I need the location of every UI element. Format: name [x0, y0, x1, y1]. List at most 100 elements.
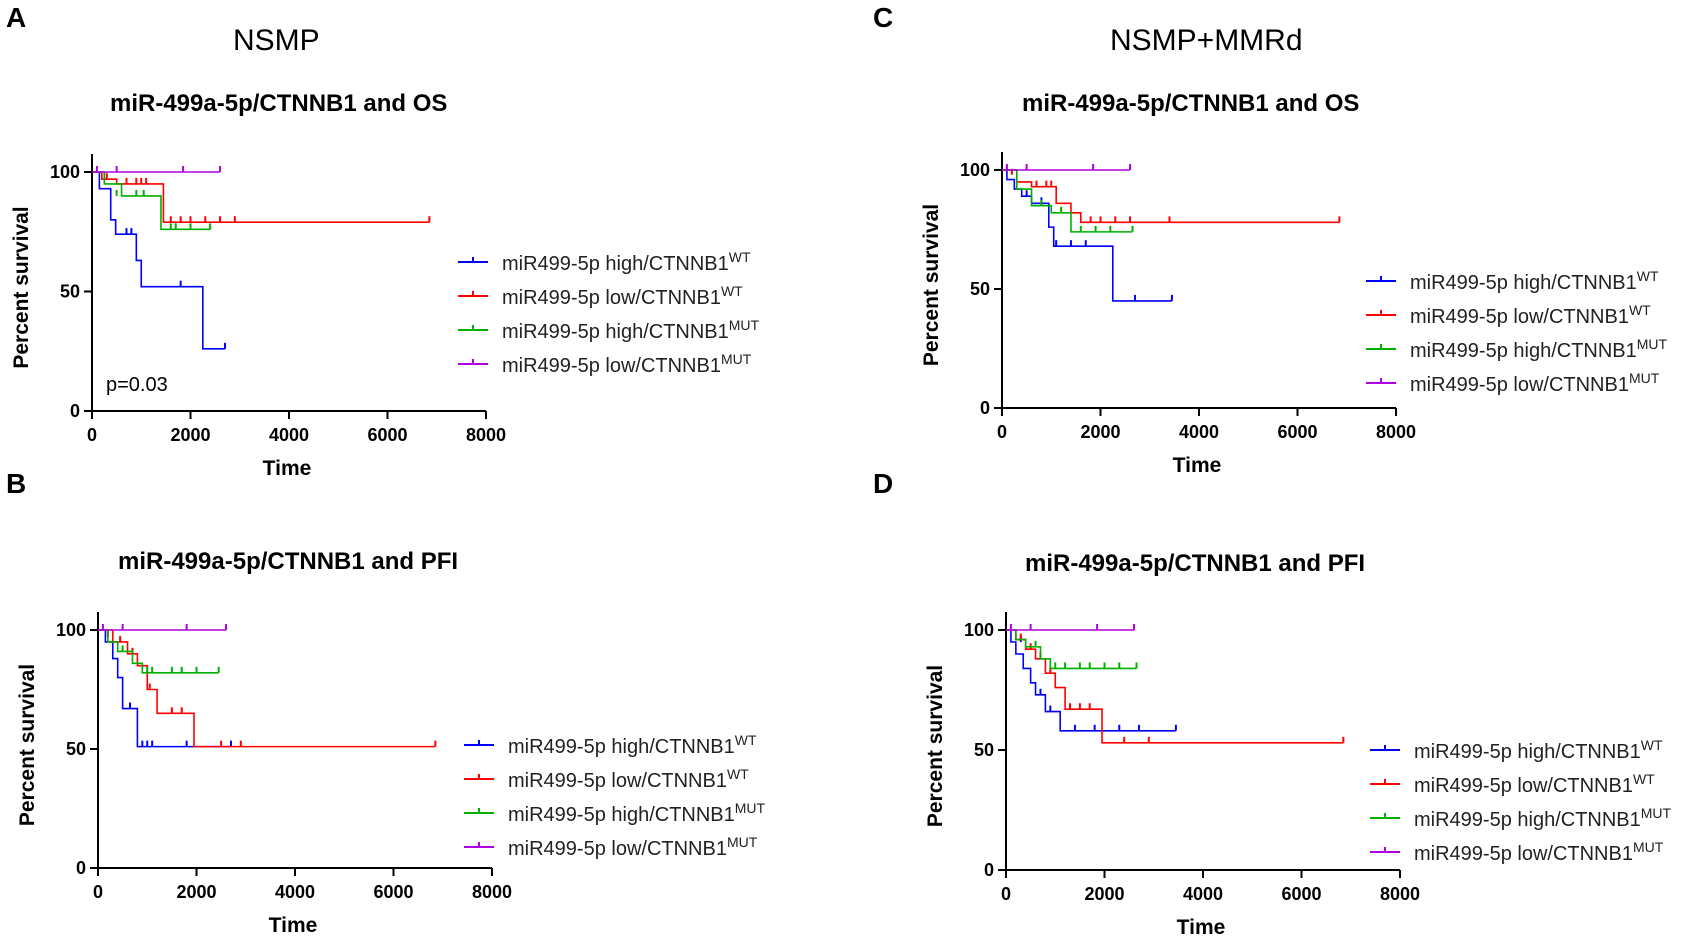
legend-label: miR499-5p low/CTNNB1MUT [508, 834, 757, 861]
legend-label-superscript: WT [728, 248, 751, 265]
legend-label-text: miR499-5p high/CTNNB1 [1414, 740, 1641, 763]
legend-item: miR499-5p high/CTNNB1MUT [1366, 332, 1667, 366]
chart-title-b: miR-499a-5p/CTNNB1 and PFI [118, 548, 459, 575]
legend-label-text: miR499-5p low/CTNNB1 [1414, 842, 1633, 865]
legend-item: miR499-5p low/CTNNB1MUT [464, 830, 765, 864]
legend-label-superscript: WT [1636, 267, 1659, 284]
y-axis-label: Percent survival [16, 664, 39, 826]
legend-item: miR499-5p low/CTNNB1MUT [1366, 366, 1667, 400]
legend-swatch [458, 256, 488, 268]
legend-label: miR499-5p high/CTNNB1MUT [502, 317, 759, 344]
x-tick-label: 6000 [373, 882, 413, 902]
legend-item: miR499-5p low/CTNNB1MUT [458, 347, 759, 381]
legend-d: miR499-5p high/CTNNB1WT miR499-5p low/CTN… [1370, 733, 1671, 869]
legend-item: miR499-5p high/CTNNB1MUT [458, 313, 759, 347]
legend-label-superscript: MUT [1640, 804, 1672, 821]
legend-swatch [1366, 343, 1396, 355]
plot-a: 0 2000 4000 6000 8000 0 50 100 Time Percent survi… [10, 154, 506, 480]
x-tick-label: 2000 [170, 425, 210, 445]
legend-label-text: miR499-5p low/CTNNB1 [1414, 774, 1633, 797]
series-line-3 [1006, 629, 1137, 670]
y-axis-label: Percent survival [10, 206, 33, 368]
legend-label-superscript: WT [1628, 301, 1651, 318]
x-tick-label: 4000 [1179, 422, 1219, 442]
x-tick-label: 6000 [1281, 884, 1321, 904]
legend-swatch [464, 841, 494, 853]
y-tick-label: 50 [66, 739, 86, 759]
legend-label: miR499-5p high/CTNNB1WT [1410, 268, 1659, 295]
x-axis-label: Time [1173, 454, 1222, 477]
legend-label-text: miR499-5p high/CTNNB1 [502, 252, 729, 275]
legend-label-superscript: WT [1632, 770, 1655, 787]
y-tick-label: 100 [960, 160, 990, 180]
legend-swatch [464, 807, 494, 819]
legend-label-superscript: MUT [720, 350, 752, 367]
legend-swatch [1366, 377, 1396, 389]
y-axis-label: Percent survival [924, 665, 947, 827]
y-tick-label: 50 [974, 740, 994, 760]
legend-label: miR499-5p low/CTNNB1MUT [1410, 370, 1659, 397]
x-tick-label: 2000 [1080, 422, 1120, 442]
x-tick-label: 6000 [1277, 422, 1317, 442]
panel-letter-b: B [6, 468, 27, 499]
legend-label: miR499-5p high/CTNNB1MUT [1414, 805, 1671, 832]
legend-label-text: miR499-5p high/CTNNB1 [1410, 271, 1637, 294]
panel-letter-d: D [873, 468, 894, 499]
x-tick-label: 8000 [1376, 422, 1416, 442]
series-line-1 [98, 629, 231, 748]
legend-label-text: miR499-5p high/CTNNB1 [1410, 339, 1637, 362]
legend-swatch [464, 739, 494, 751]
legend-item: miR499-5p low/CTNNB1WT [1366, 298, 1667, 332]
legend-item: miR499-5p high/CTNNB1MUT [1370, 801, 1671, 835]
chart-title-a: miR-499a-5p/CTNNB1 and OS [110, 90, 448, 117]
y-tick-label: 100 [56, 620, 86, 640]
chart-title-c: miR-499a-5p/CTNNB1 and OS [1022, 90, 1360, 117]
p-value-annotation: p=0.03 [106, 374, 168, 396]
panel-letter-c: C [873, 2, 894, 33]
legend-label: miR499-5p high/CTNNB1WT [508, 732, 757, 759]
y-tick-label: 0 [980, 398, 990, 418]
legend-item: miR499-5p low/CTNNB1WT [1370, 767, 1671, 801]
legend-item: miR499-5p high/CTNNB1WT [464, 728, 765, 762]
legend-label: miR499-5p high/CTNNB1MUT [1410, 336, 1667, 363]
x-tick-label: 0 [87, 425, 97, 445]
series-line-1 [92, 171, 225, 350]
y-tick-label: 0 [984, 860, 994, 880]
series-line-2 [1002, 169, 1340, 224]
legend-label: miR499-5p low/CTNNB1MUT [1414, 839, 1663, 866]
y-tick-label: 100 [50, 162, 80, 182]
legend-label-text: miR499-5p low/CTNNB1 [502, 286, 721, 309]
plot-c: 0 2000 4000 6000 8000 0 50 100 Time Percent survi… [920, 152, 1416, 477]
legend-swatch [458, 358, 488, 370]
legend-item: miR499-5p high/CTNNB1WT [1370, 733, 1671, 767]
x-tick-label: 8000 [466, 425, 506, 445]
legend-label-text: miR499-5p low/CTNNB1 [508, 837, 727, 860]
legend-label-superscript: MUT [726, 833, 758, 850]
y-tick-label: 0 [70, 401, 80, 421]
legend-item: miR499-5p low/CTNNB1WT [458, 279, 759, 313]
series-line-2 [98, 629, 436, 748]
y-tick-label: 50 [60, 282, 80, 302]
x-axis-label: Time [1177, 916, 1226, 939]
legend-swatch [1366, 275, 1396, 287]
legend-label-superscript: MUT [1628, 369, 1660, 386]
legend-a: miR499-5p high/CTNNB1WT miR499-5p low/CTN… [458, 245, 759, 381]
series-line-3 [92, 171, 211, 231]
legend-label-superscript: WT [726, 765, 749, 782]
x-tick-label: 2000 [176, 882, 216, 902]
legend-label: miR499-5p low/CTNNB1WT [1410, 302, 1651, 329]
x-tick-label: 4000 [275, 882, 315, 902]
legend-item: miR499-5p high/CTNNB1WT [458, 245, 759, 279]
x-axis-label: Time [263, 457, 312, 480]
series-line-2 [1006, 629, 1344, 744]
legend-swatch [1370, 812, 1400, 824]
x-tick-label: 4000 [269, 425, 309, 445]
x-axis-label: Time [269, 914, 318, 937]
legend-label-text: miR499-5p low/CTNNB1 [502, 354, 721, 377]
y-axis-label: Percent survival [920, 204, 943, 366]
legend-label-superscript: WT [734, 731, 757, 748]
legend-label-text: miR499-5p high/CTNNB1 [508, 735, 735, 758]
chart-title-d: miR-499a-5p/CTNNB1 and PFI [1025, 550, 1366, 577]
legend-label-text: miR499-5p high/CTNNB1 [1414, 808, 1641, 831]
